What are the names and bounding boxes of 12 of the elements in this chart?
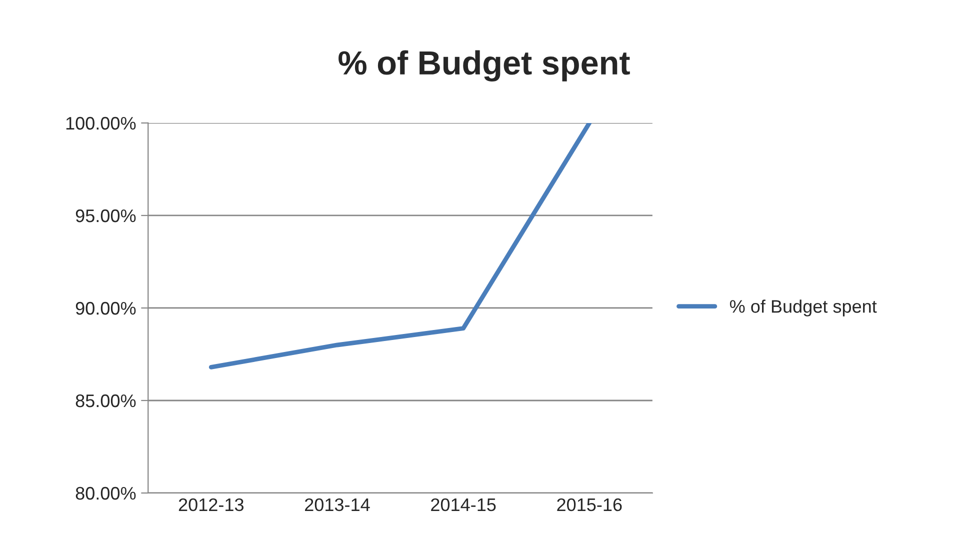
x-tick-label: 2014-15 <box>431 498 496 512</box>
legend-label: % of Budget spent <box>730 300 877 316</box>
chart-title: % of Budget spent <box>338 50 630 82</box>
x-tick-label: 2015-16 <box>557 498 622 512</box>
y-tick-label: 95.00% <box>76 209 136 222</box>
y-tick-label: 90.00% <box>76 302 136 315</box>
y-tick-label: 80.00% <box>76 486 136 500</box>
y-tick-label: 85.00% <box>76 394 136 408</box>
y-tick-label: 100.00% <box>66 116 136 130</box>
x-tick-label: 2012-13 <box>178 498 244 512</box>
x-tick-label: 2013-14 <box>305 498 370 512</box>
line-series <box>208 122 592 370</box>
